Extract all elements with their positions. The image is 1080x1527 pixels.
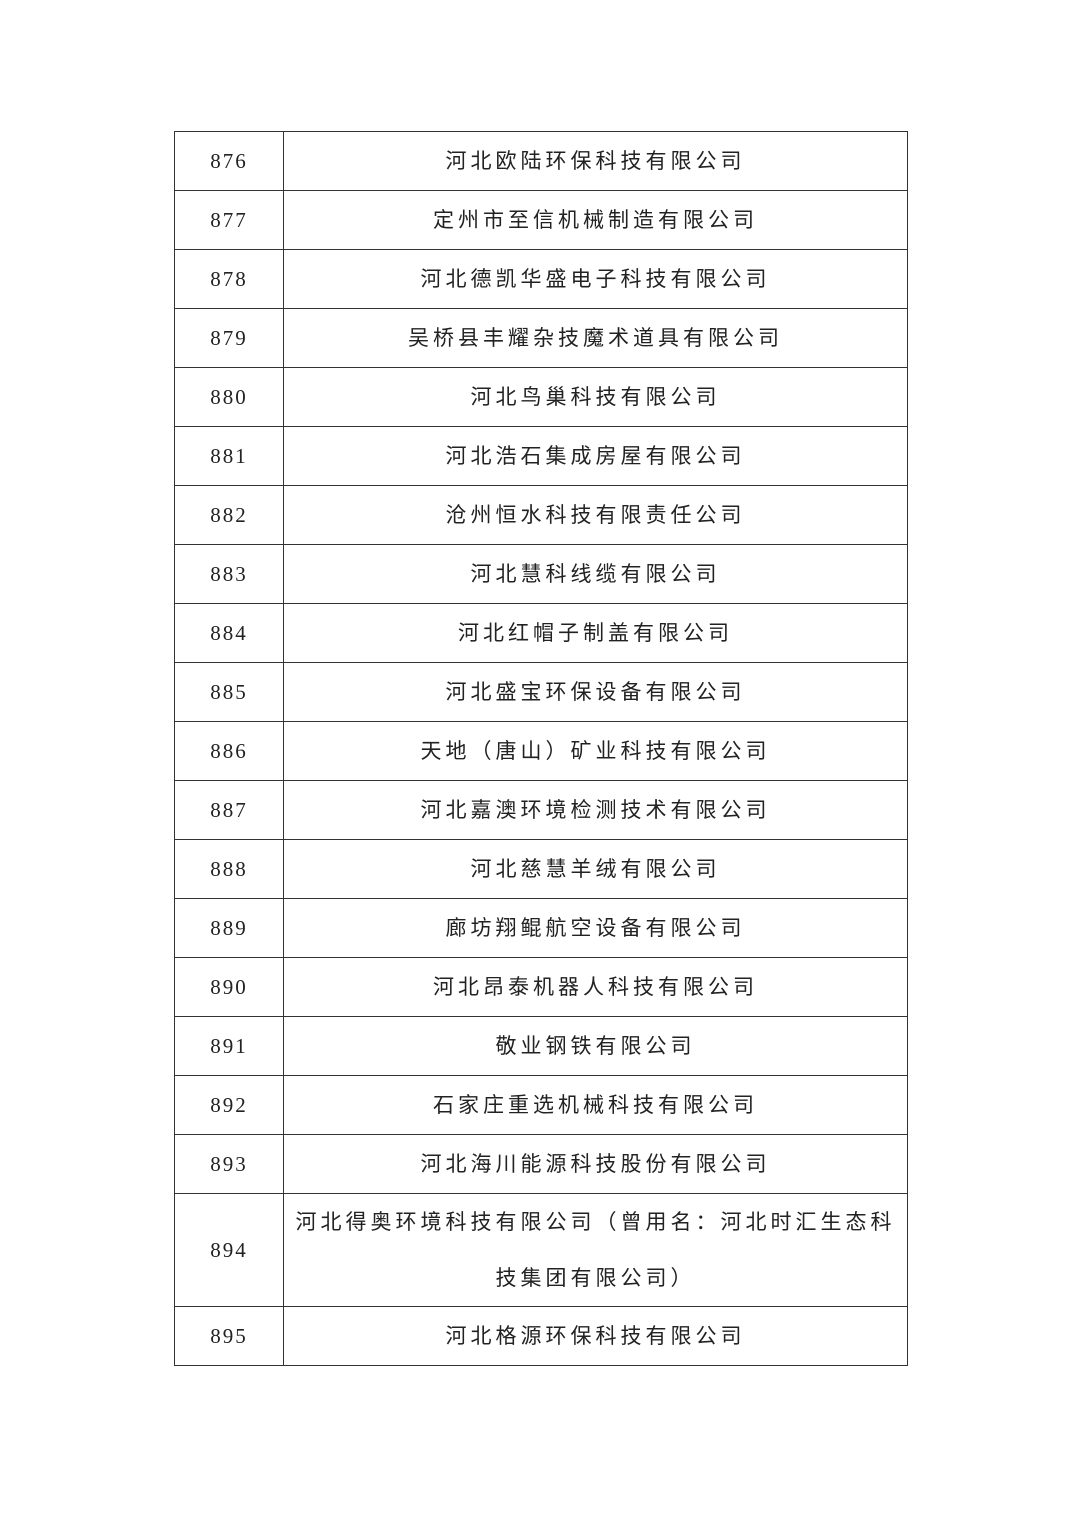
company-name: 河北慈慧羊绒有限公司 (283, 839, 908, 899)
row-number: 877 (174, 190, 284, 250)
table-row: 891 敬业钢铁有限公司 (174, 1016, 908, 1076)
row-number: 876 (174, 131, 284, 191)
table-row: 886 天地（唐山）矿业科技有限公司 (174, 721, 908, 781)
company-name: 敬业钢铁有限公司 (283, 1016, 908, 1076)
row-number: 879 (174, 308, 284, 368)
row-number: 884 (174, 603, 284, 663)
table-row: 893 河北海川能源科技股份有限公司 (174, 1134, 908, 1194)
row-number: 891 (174, 1016, 284, 1076)
company-name: 河北得奥环境科技有限公司（曾用名：河北时汇生态科技集团有限公司） (283, 1193, 908, 1307)
row-number: 894 (174, 1193, 284, 1307)
row-number: 893 (174, 1134, 284, 1194)
row-number: 881 (174, 426, 284, 486)
table-row: 894 河北得奥环境科技有限公司（曾用名：河北时汇生态科技集团有限公司） (174, 1193, 908, 1307)
table-row: 895 河北格源环保科技有限公司 (174, 1306, 908, 1366)
table-body: 876 河北欧陆环保科技有限公司 877 定州市至信机械制造有限公司 878 河北德凯华盛… (174, 131, 908, 1366)
company-name: 定州市至信机械制造有限公司 (283, 190, 908, 250)
company-name: 河北德凯华盛电子科技有限公司 (283, 249, 908, 309)
table-row: 880 河北鸟巢科技有限公司 (174, 367, 908, 427)
row-number: 889 (174, 898, 284, 958)
table-row: 884 河北红帽子制盖有限公司 (174, 603, 908, 663)
table-row: 885 河北盛宝环保设备有限公司 (174, 662, 908, 722)
row-number: 886 (174, 721, 284, 781)
table-row: 887 河北嘉澳环境检测技术有限公司 (174, 780, 908, 840)
table-row: 890 河北昂泰机器人科技有限公司 (174, 957, 908, 1017)
row-number: 880 (174, 367, 284, 427)
row-number: 882 (174, 485, 284, 545)
table-row: 881 河北浩石集成房屋有限公司 (174, 426, 908, 486)
table-row: 877 定州市至信机械制造有限公司 (174, 190, 908, 250)
table-row: 876 河北欧陆环保科技有限公司 (174, 131, 908, 191)
row-number: 887 (174, 780, 284, 840)
company-name: 河北红帽子制盖有限公司 (283, 603, 908, 663)
table-row: 878 河北德凯华盛电子科技有限公司 (174, 249, 908, 309)
company-name: 石家庄重选机械科技有限公司 (283, 1075, 908, 1135)
company-name: 河北欧陆环保科技有限公司 (283, 131, 908, 191)
company-name: 沧州恒水科技有限责任公司 (283, 485, 908, 545)
company-name: 河北嘉澳环境检测技术有限公司 (283, 780, 908, 840)
row-number: 895 (174, 1306, 284, 1366)
row-number: 878 (174, 249, 284, 309)
company-list-table: 876 河北欧陆环保科技有限公司 877 定州市至信机械制造有限公司 878 河北德凯华盛… (174, 131, 908, 1366)
company-name: 吴桥县丰耀杂技魔术道具有限公司 (283, 308, 908, 368)
table-row: 882 沧州恒水科技有限责任公司 (174, 485, 908, 545)
company-name: 河北格源环保科技有限公司 (283, 1306, 908, 1366)
company-name: 天地（唐山）矿业科技有限公司 (283, 721, 908, 781)
company-name: 河北海川能源科技股份有限公司 (283, 1134, 908, 1194)
row-number: 885 (174, 662, 284, 722)
row-number: 888 (174, 839, 284, 899)
company-name: 河北浩石集成房屋有限公司 (283, 426, 908, 486)
company-name: 廊坊翔鲲航空设备有限公司 (283, 898, 908, 958)
company-name: 河北盛宝环保设备有限公司 (283, 662, 908, 722)
table-row: 889 廊坊翔鲲航空设备有限公司 (174, 898, 908, 958)
company-name: 河北鸟巢科技有限公司 (283, 367, 908, 427)
row-number: 883 (174, 544, 284, 604)
company-name: 河北昂泰机器人科技有限公司 (283, 957, 908, 1017)
table-row: 888 河北慈慧羊绒有限公司 (174, 839, 908, 899)
table-row: 892 石家庄重选机械科技有限公司 (174, 1075, 908, 1135)
row-number: 892 (174, 1075, 284, 1135)
row-number: 890 (174, 957, 284, 1017)
table-row: 883 河北慧科线缆有限公司 (174, 544, 908, 604)
company-name: 河北慧科线缆有限公司 (283, 544, 908, 604)
table-row: 879 吴桥县丰耀杂技魔术道具有限公司 (174, 308, 908, 368)
